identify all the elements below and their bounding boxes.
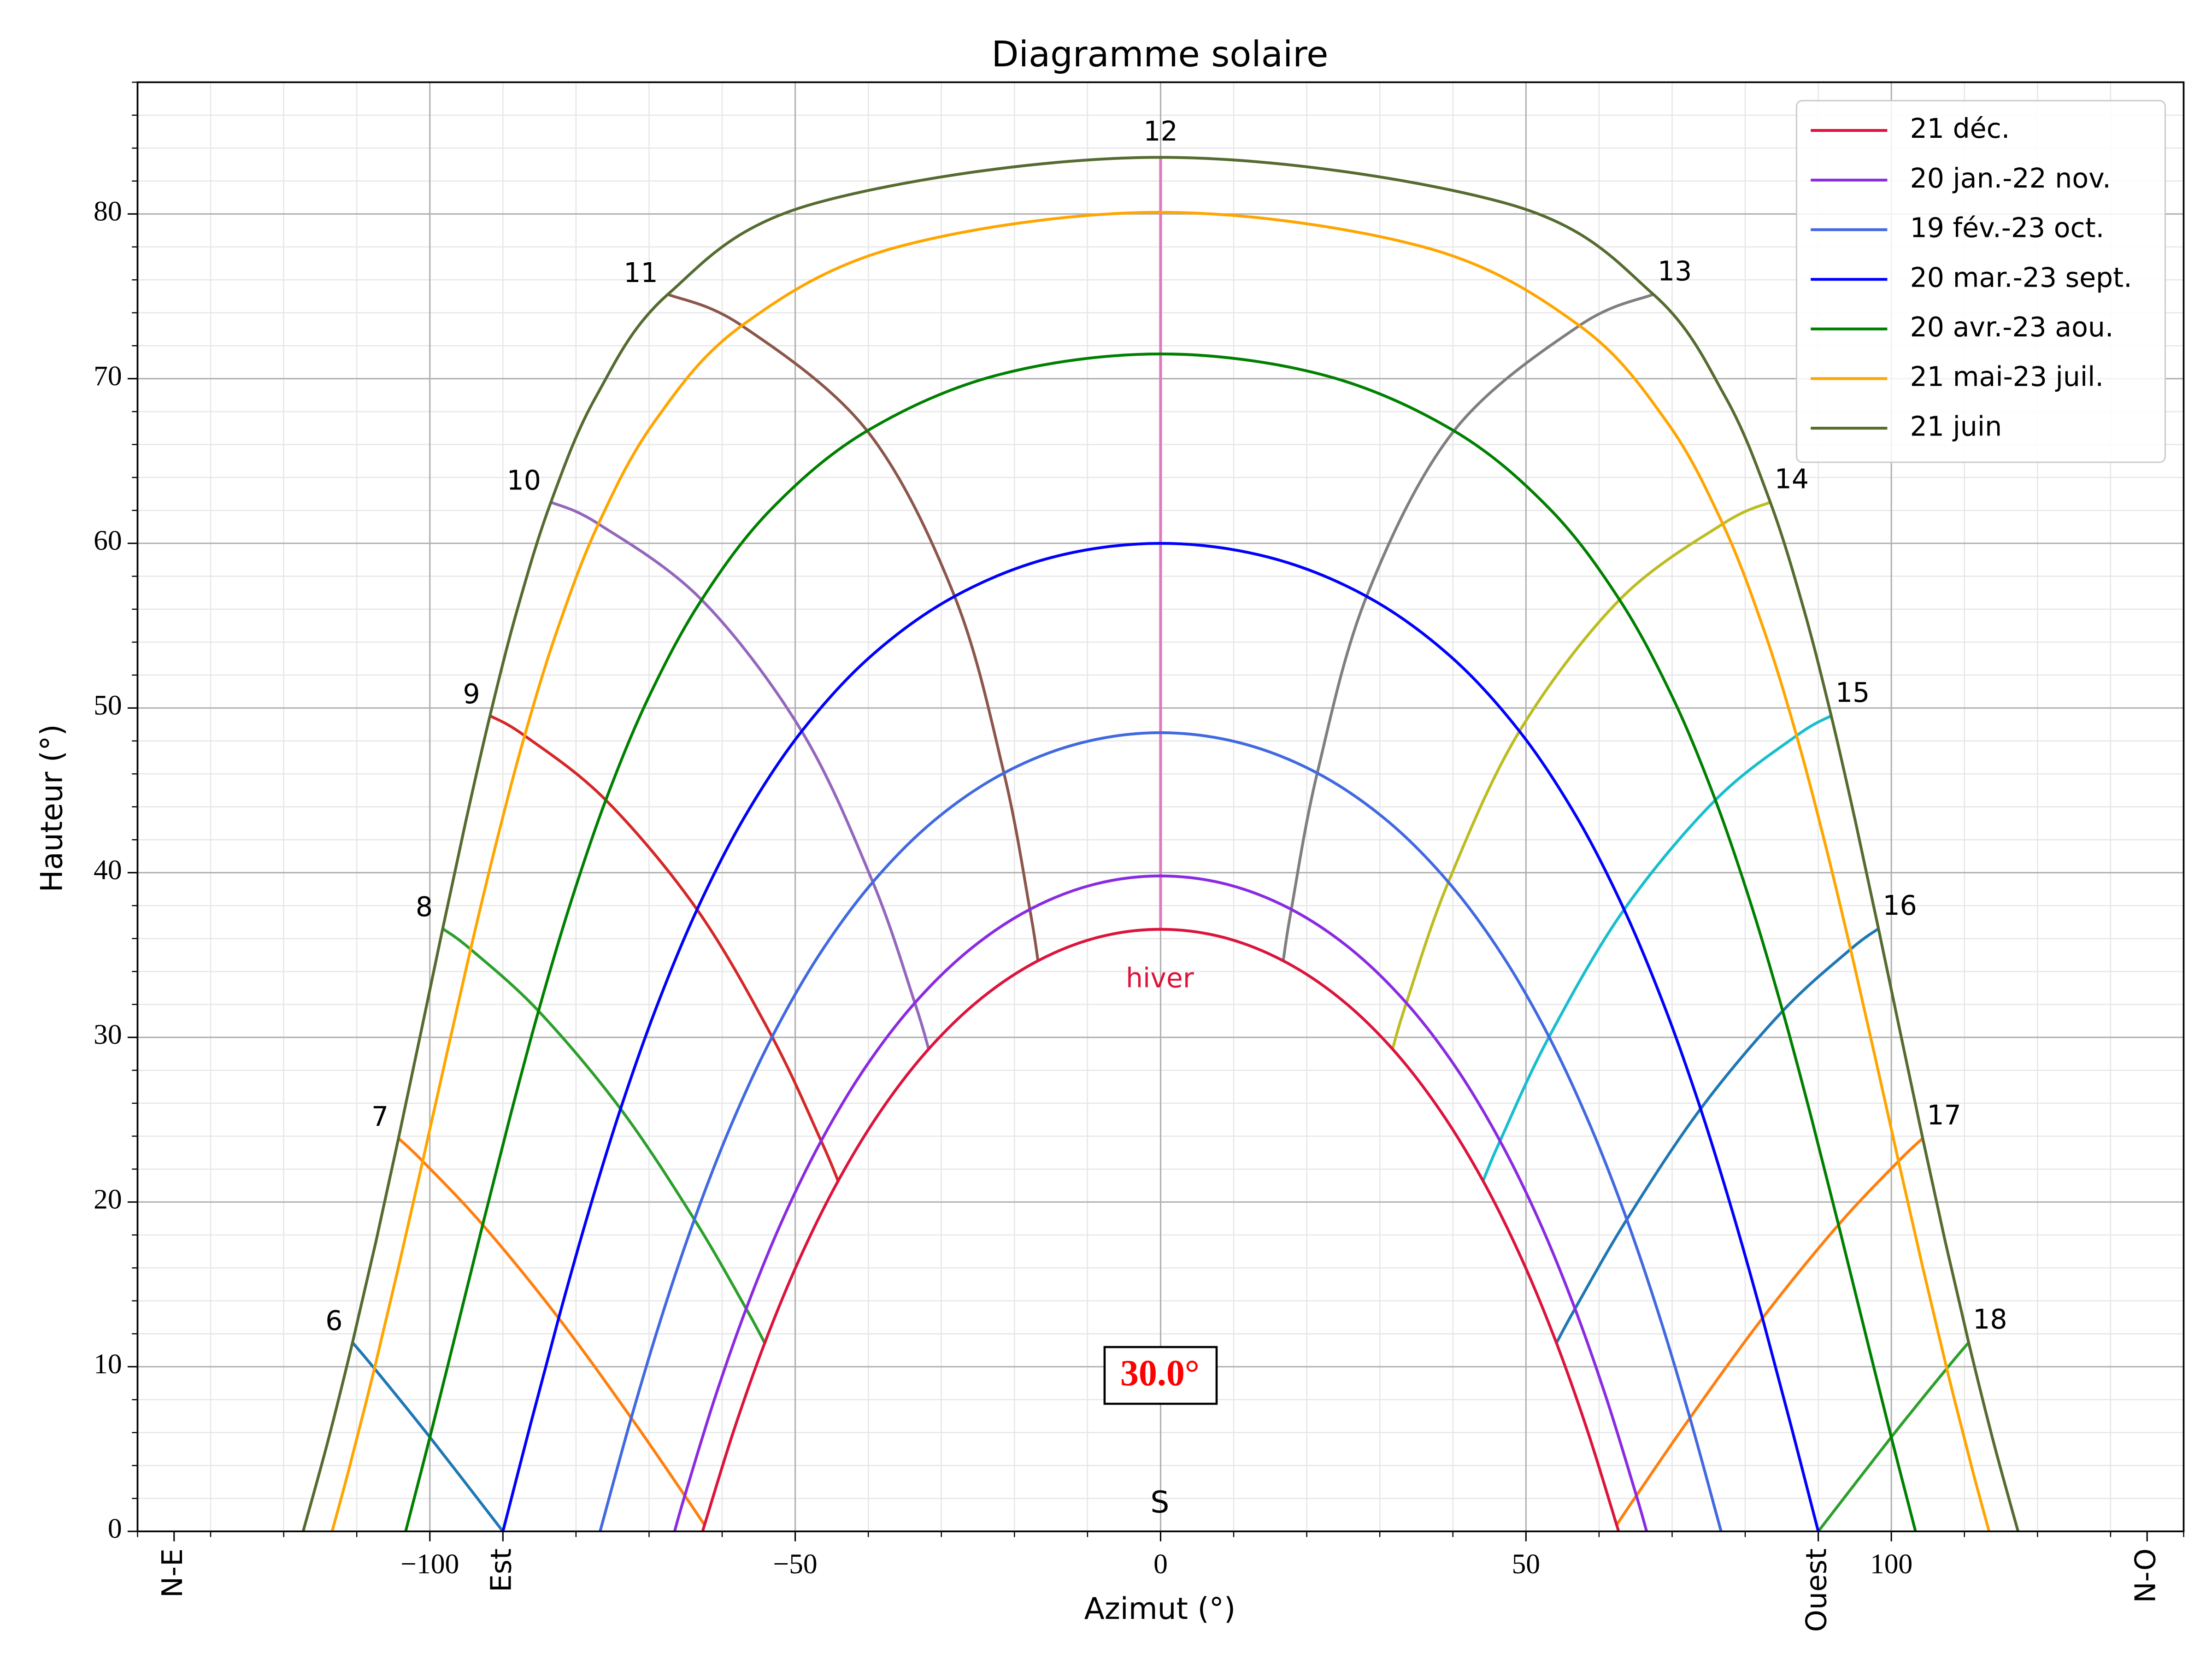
legend-label: 19 fév.-23 oct. — [1910, 212, 2105, 244]
y-tick-label: 30 — [94, 1019, 122, 1050]
day-curve — [330, 211, 1991, 1532]
hour-line — [1817, 1341, 1970, 1532]
y-tick-label: 10 — [94, 1348, 122, 1380]
legend-label: 21 mai-23 juil. — [1910, 361, 2104, 393]
legend: 21 déc. 20 jan.-22 nov. 19 fév.-23 oct. 20 … — [1795, 100, 2166, 463]
x-axis-label: Azimut (°) — [1084, 1592, 1236, 1626]
direction-label: Ouest — [1800, 1548, 1833, 1632]
day-curve — [501, 541, 1820, 1532]
x-tick-label: −50 — [773, 1548, 817, 1580]
latitude-annotation: 30.0° — [1120, 1353, 1200, 1394]
hour-line — [667, 293, 1040, 961]
hour-label: 11 — [624, 257, 658, 288]
legend-label: 20 jan.-22 nov. — [1910, 163, 2111, 194]
hour-line — [1282, 293, 1654, 961]
hour-label: 15 — [1835, 677, 1870, 708]
day-curve — [599, 731, 1723, 1532]
y-tick-label: 0 — [108, 1513, 122, 1544]
day-curve — [673, 874, 1648, 1532]
origin-annotation: S — [1150, 1485, 1169, 1520]
latitude-box — [1103, 1346, 1218, 1405]
hour-label: 10 — [507, 465, 541, 496]
hour-label: 7 — [371, 1101, 388, 1132]
direction-label: N-E — [156, 1548, 189, 1598]
axes-frame — [136, 81, 2185, 1532]
hour-label: 12 — [1143, 116, 1177, 147]
legend-box — [1795, 100, 2166, 463]
hour-label: 16 — [1883, 890, 1917, 921]
legend-label: 21 déc. — [1910, 113, 2010, 144]
y-tick-label: 60 — [94, 525, 122, 556]
y-tick-label: 50 — [94, 689, 122, 721]
y-tick-label: 70 — [94, 360, 122, 392]
hour-label: 14 — [1775, 464, 1809, 495]
direction-label: Est — [484, 1548, 518, 1592]
season-annotation: hiver — [1126, 962, 1194, 994]
hour-line — [351, 1341, 504, 1532]
day-curve — [404, 352, 1917, 1532]
x-tick-label: 50 — [1512, 1548, 1541, 1580]
hour-label: 9 — [463, 678, 480, 710]
chart-title: Diagramme solaire — [991, 34, 1328, 75]
hour-label: 8 — [416, 891, 433, 923]
hour-label: 13 — [1658, 256, 1692, 287]
x-tick-label: −100 — [400, 1548, 459, 1580]
direction-label: N-O — [2129, 1548, 2162, 1603]
y-tick-label: 40 — [94, 854, 122, 886]
hour-label: 17 — [1927, 1100, 1961, 1131]
legend-label: 20 mar.-23 sept. — [1910, 262, 2132, 293]
x-tick-label: 0 — [1153, 1548, 1168, 1580]
x-tick-label: 100 — [1870, 1548, 1912, 1580]
legend-label: 21 juin — [1910, 411, 2002, 442]
hour-label: 6 — [325, 1305, 342, 1336]
y-tick-label: 80 — [94, 195, 122, 227]
y-axis-label: Hauteur (°) — [35, 724, 70, 892]
plot-area — [301, 156, 2020, 1532]
labels: −100 −50 0 50 100 0 10 20 30 40 50 60 70 80 N-E Est Oues… — [94, 116, 2162, 1632]
legend-label: 20 avr.-23 aou. — [1910, 312, 2114, 343]
day-curve — [301, 156, 2020, 1532]
hour-label: 18 — [1973, 1304, 2007, 1335]
y-tick-label: 20 — [94, 1184, 122, 1215]
day-curve — [701, 928, 1620, 1532]
